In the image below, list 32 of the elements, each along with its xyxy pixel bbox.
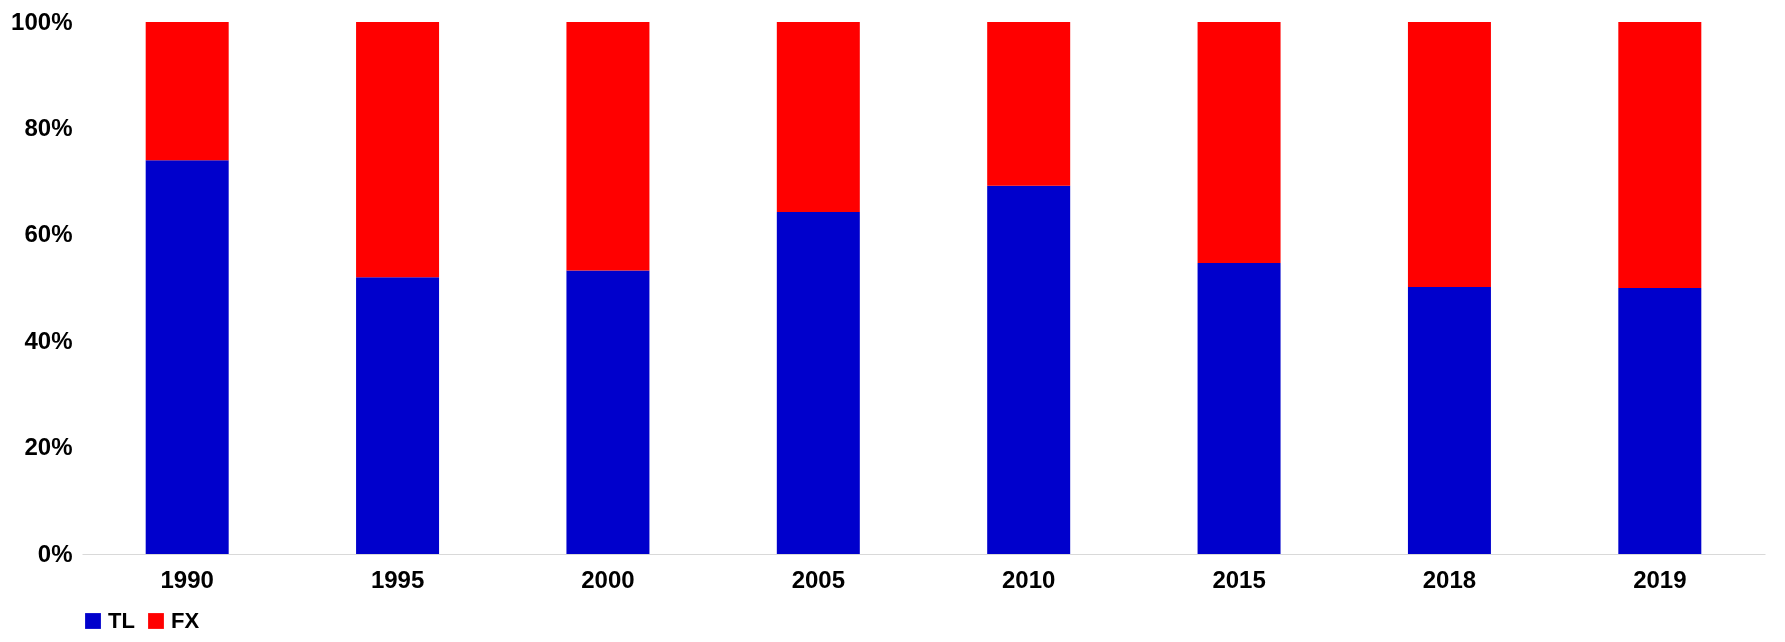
bar	[987, 22, 1071, 186]
bar	[776, 211, 860, 554]
bar	[987, 185, 1071, 554]
bar	[1407, 286, 1491, 554]
legend-label: TL	[108, 608, 135, 633]
x-tick-label: 2015	[1212, 565, 1266, 593]
x-tick-label: 1995	[370, 565, 425, 593]
bar	[776, 22, 860, 212]
x-tick-label: 2019	[1633, 565, 1687, 593]
x-tick-label: 2010	[1001, 565, 1056, 593]
x-tick-label: 1990	[160, 565, 214, 593]
bar	[1197, 22, 1281, 263]
bar	[1618, 288, 1702, 554]
bar	[566, 270, 650, 554]
y-tick-label: 80%	[24, 113, 73, 141]
y-tick-label: 0%	[37, 539, 73, 567]
y-tick-label: 60%	[24, 220, 73, 248]
bar	[145, 160, 229, 554]
y-tick-label: 20%	[24, 433, 73, 461]
x-tick-label: 2018	[1422, 565, 1477, 593]
y-tick-label: 40%	[24, 326, 73, 354]
y-tick-label: 100%	[11, 7, 73, 35]
bar	[356, 22, 440, 278]
bar	[566, 22, 650, 271]
bar	[145, 22, 229, 161]
bar	[1618, 22, 1702, 288]
legend-label: FX	[171, 608, 200, 633]
x-tick-label: 2000	[581, 565, 635, 593]
bar	[356, 277, 440, 554]
bar	[1407, 22, 1491, 287]
bar	[1197, 263, 1281, 554]
x-tick-label: 2005	[791, 565, 846, 593]
